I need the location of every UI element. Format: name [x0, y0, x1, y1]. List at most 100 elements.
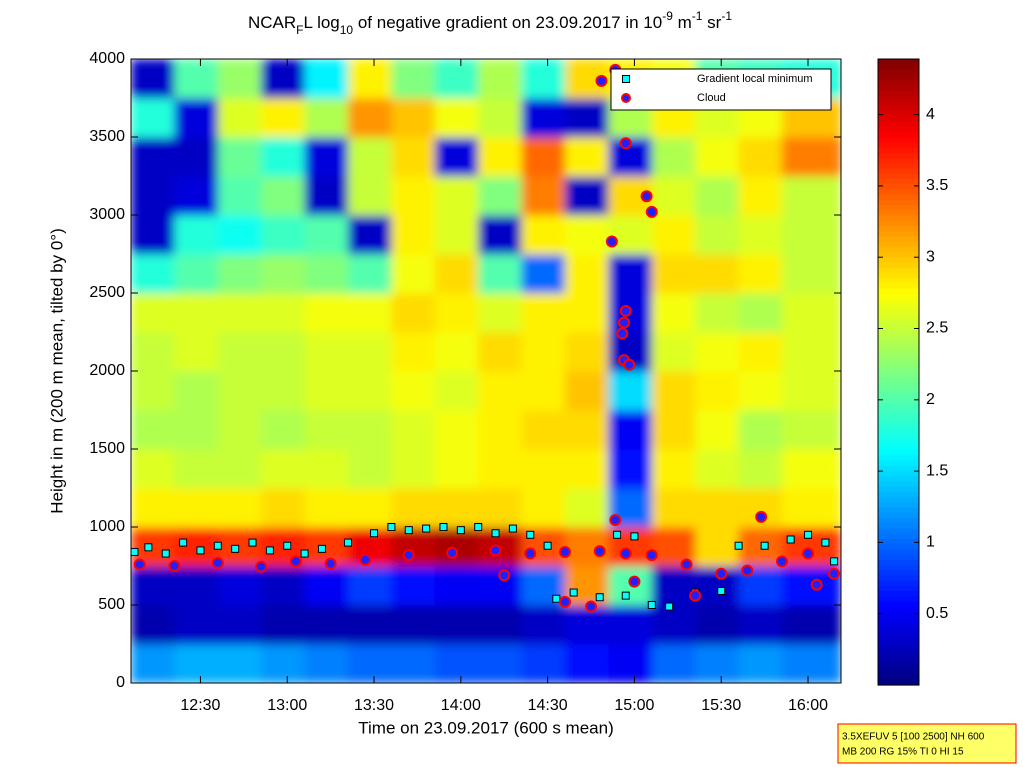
colorbar-segment [878, 418, 919, 425]
heat-cell [781, 176, 841, 216]
heat-cell [695, 371, 740, 411]
colorbar-segment [878, 507, 919, 514]
colorbar-segment [878, 575, 919, 582]
heat-cell [131, 488, 175, 528]
heat-cell [695, 332, 740, 372]
colorbar-segment [878, 450, 919, 457]
colorbar-segment [878, 424, 919, 430]
min-marker [248, 538, 257, 547]
x-tick-label: 12:30 [180, 697, 220, 714]
heat-cell [608, 410, 653, 450]
min-marker [283, 541, 292, 550]
colorbar-segment [878, 189, 919, 196]
heat-cell [347, 371, 392, 411]
heat-cell [478, 254, 523, 294]
cloud-marker [359, 553, 372, 566]
heat-cell [131, 371, 175, 411]
heat-cell [347, 98, 392, 138]
heat-cell [174, 176, 219, 216]
heat-cell [651, 137, 696, 177]
heat-cell [434, 371, 479, 411]
heat-cell [651, 644, 696, 683]
colorbar-segment [878, 283, 919, 290]
x-tick-label: 14:30 [528, 697, 568, 714]
heat-cell [478, 410, 523, 450]
colorbar-segment [878, 465, 919, 472]
heat-cell [304, 605, 349, 645]
colorbar-segment [878, 340, 919, 347]
min-marker [231, 544, 240, 553]
colorbar-segment [878, 611, 919, 618]
colorbar-segment [878, 105, 919, 112]
heat-cell [217, 644, 262, 683]
heat-cell [391, 98, 436, 138]
heat-cell [174, 98, 219, 138]
colorbar-segment [878, 382, 919, 389]
colorbar-segment [878, 632, 919, 639]
colorbar-segment [878, 246, 919, 253]
title-part: NCAR [248, 13, 296, 32]
colorbar-segment [878, 439, 919, 446]
heat-cell [261, 59, 306, 99]
heat-cell [131, 137, 175, 177]
heat-cell [651, 410, 696, 450]
heat-cell [347, 293, 392, 333]
min-marker [370, 529, 379, 538]
heat-cell [434, 293, 479, 333]
heat-cell [651, 371, 696, 411]
colorbar-segment [878, 538, 919, 545]
heatmap-cells [131, 59, 841, 683]
cloud-marker [133, 558, 146, 571]
colorbar-segment [878, 132, 919, 138]
cloud-marker [605, 235, 618, 248]
colorbar-segment [878, 434, 919, 441]
cloud-marker [324, 557, 337, 570]
heat-cell [434, 137, 479, 177]
colorbar-segment [878, 518, 919, 524]
cloud-marker [715, 567, 728, 580]
heat-cell [391, 254, 436, 294]
title-part: -1 [692, 9, 703, 23]
heat-cell [131, 449, 175, 489]
cloud-marker [619, 547, 632, 560]
heat-cell [347, 59, 392, 99]
heat-cell [695, 488, 740, 528]
heat-cell [564, 254, 609, 294]
heat-cell [261, 488, 306, 528]
heat-cell [781, 644, 841, 683]
heat-cell [478, 605, 523, 645]
heat-cell [174, 332, 219, 372]
heat-cell [174, 449, 219, 489]
heat-cell [434, 215, 479, 255]
colorbar-segment [878, 392, 919, 399]
colorbar-segment [878, 319, 919, 326]
colorbar-segment [878, 638, 919, 644]
colorbar-segment [878, 502, 919, 509]
colorbar-tick-label: 4 [926, 106, 935, 123]
cloud-marker [289, 555, 302, 568]
colorbar-segment [878, 231, 919, 237]
min-marker [474, 523, 483, 531]
heat-cell [261, 605, 306, 645]
cloud-marker [585, 600, 598, 613]
min-marker [630, 532, 639, 541]
colorbar-segment [878, 257, 919, 264]
colorbar-segment [878, 497, 919, 504]
colorbar-segment [878, 398, 919, 404]
heat-cell [781, 488, 841, 528]
heat-cell [261, 371, 306, 411]
colorbar-segment [878, 570, 919, 577]
heat-cell [131, 332, 175, 372]
colorbar-segment [878, 111, 919, 117]
min-marker [665, 602, 674, 611]
colorbar-segment [878, 445, 919, 451]
heat-cell [217, 98, 262, 138]
heat-cell [608, 644, 653, 683]
heat-cell [391, 137, 436, 177]
min-marker [526, 530, 535, 539]
min-marker [734, 541, 743, 550]
colorbar-segment [878, 335, 919, 342]
heat-cell [695, 410, 740, 450]
min-marker [830, 557, 839, 566]
